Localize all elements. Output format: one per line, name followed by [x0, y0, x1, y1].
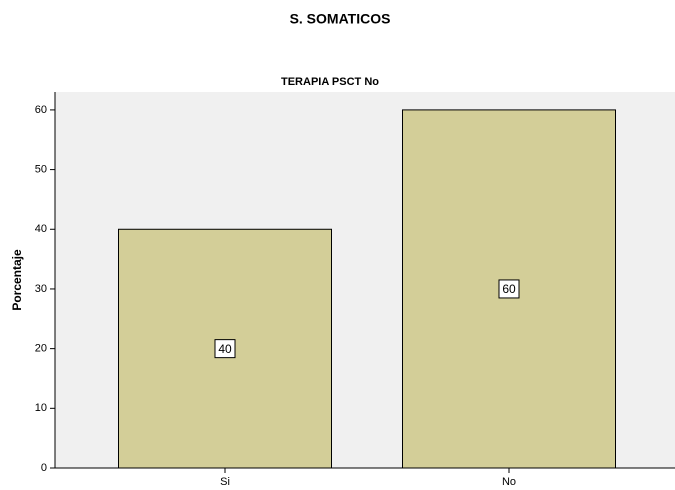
value-label: 60: [502, 282, 516, 296]
y-tick-label: 50: [35, 163, 47, 175]
x-tick-label: No: [502, 476, 516, 488]
value-label: 40: [218, 342, 232, 356]
value-label-box: [498, 279, 520, 299]
y-tick-label: 40: [35, 223, 47, 235]
y-tick-label: 10: [35, 402, 47, 414]
x-tick-label: Si: [220, 476, 230, 488]
y-tick-label: 60: [35, 104, 47, 116]
y-axis-label: Porcentaje: [10, 249, 24, 311]
chart-title: S. SOMATICOS: [290, 11, 391, 27]
value-label-box: [214, 339, 236, 359]
chart-subtitle: TERAPIA PSCT No: [281, 76, 379, 88]
y-tick-label: 30: [35, 283, 47, 295]
y-tick-label: 0: [41, 462, 47, 474]
y-tick-label: 20: [35, 343, 47, 355]
